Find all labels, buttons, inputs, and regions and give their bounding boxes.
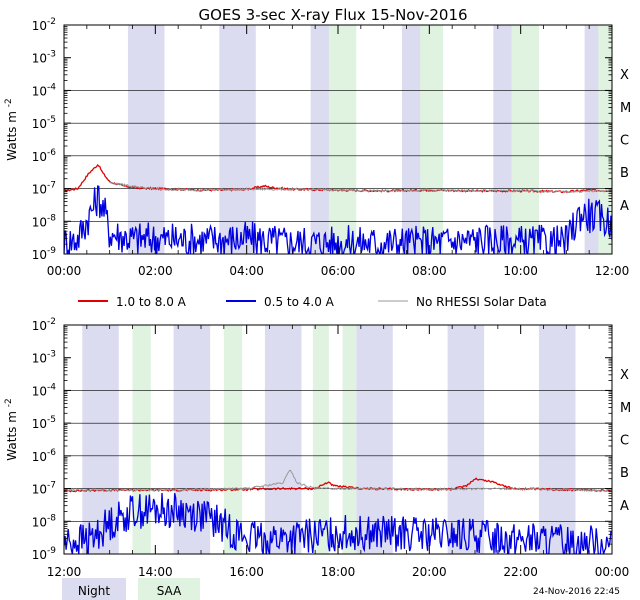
y-tick-label: 10-6 xyxy=(32,148,57,164)
y-tick-label: 10-2 xyxy=(32,317,56,333)
y-tick-label: 10-3 xyxy=(32,50,56,66)
x-tick-label: 22:00 xyxy=(503,565,538,579)
x-tick-label: 10:00 xyxy=(503,264,538,278)
flare-class-label: B xyxy=(620,166,629,181)
y-tick-label: 10-2 xyxy=(32,17,56,33)
y-axis-label: Watts m -2 xyxy=(4,98,19,160)
y-tick-label: 10-8 xyxy=(32,513,57,529)
night-band xyxy=(82,325,119,554)
saa-band xyxy=(598,25,612,254)
flare-class-label: C xyxy=(620,134,629,149)
y-axis-label: Watts m -2 xyxy=(4,398,19,460)
y-tick-label: 10-4 xyxy=(32,82,57,98)
series-line xyxy=(64,469,612,493)
y-tick-label: 10-9 xyxy=(32,246,57,262)
x-tick-label: 20:00 xyxy=(412,565,447,579)
x-tick-label: 18:00 xyxy=(321,565,356,579)
legend-label-long: 1.0 to 8.0 A xyxy=(116,295,187,309)
y-tick-label: 10-7 xyxy=(32,481,56,497)
saa-legend-label: SAA xyxy=(157,584,182,598)
x-tick-label: 12:00 xyxy=(595,264,630,278)
flare-class-label: C xyxy=(620,434,629,449)
legend-label-short: 0.5 to 4.0 A xyxy=(264,295,335,309)
saa-band xyxy=(223,325,243,554)
night-band xyxy=(127,25,165,254)
series-line xyxy=(109,181,612,194)
flare-class-label: M xyxy=(620,401,631,416)
series-line xyxy=(64,185,612,254)
x-tick-label: 14:00 xyxy=(138,565,173,579)
legend-label-no-rhessi: No RHESSI Solar Data xyxy=(416,295,547,309)
y-tick-label: 10-5 xyxy=(32,115,56,131)
x-tick-label: 06:00 xyxy=(321,264,356,278)
saa-band xyxy=(328,25,357,254)
x-tick-label: 04:00 xyxy=(229,264,264,278)
night-legend-box xyxy=(62,578,126,600)
night-band xyxy=(356,325,393,554)
x-tick-label: 00:00 xyxy=(595,565,630,579)
series-line xyxy=(64,492,612,554)
night-band xyxy=(538,325,576,554)
plot-panel-top: 10-9 10-8 10-7 10-6 10-5 10-4 10-3 10-2 00:00 02:… xyxy=(4,17,631,278)
flare-class-label: M xyxy=(620,101,631,116)
saa-band xyxy=(312,325,329,554)
night-band xyxy=(219,25,256,254)
y-tick-label: 10-3 xyxy=(32,350,56,366)
x-tick-label: 02:00 xyxy=(138,264,173,278)
saa-band xyxy=(420,25,444,254)
saa-band xyxy=(511,25,539,254)
flare-class-label: A xyxy=(620,499,629,514)
plot-panel-bottom: 10-9 10-8 10-7 10-6 10-5 10-4 10-3 10-2 12:00 14:… xyxy=(4,317,631,579)
generated-timestamp: 24-Nov-2016 22:45 xyxy=(533,587,620,597)
flare-class-label: B xyxy=(620,466,629,481)
night-band xyxy=(447,325,485,554)
y-tick-label: 10-6 xyxy=(32,448,57,464)
x-tick-label: 16:00 xyxy=(229,565,264,579)
x-tick-label: 08:00 xyxy=(412,264,447,278)
y-tick-label: 10-4 xyxy=(32,382,57,398)
saa-band xyxy=(342,325,357,554)
night-band xyxy=(264,325,302,554)
x-tick-label: 00:00 xyxy=(47,264,82,278)
night-legend-label: Night xyxy=(78,584,111,598)
y-tick-label: 10-7 xyxy=(32,181,56,197)
series-line xyxy=(64,163,612,194)
flare-class-label: X xyxy=(620,368,629,383)
y-tick-label: 10-9 xyxy=(32,546,57,562)
flare-class-label: A xyxy=(620,199,629,214)
x-tick-label: 12:00 xyxy=(47,565,82,579)
footer: Night SAA 24-Nov-2016 22:45 xyxy=(62,578,620,600)
y-tick-label: 10-8 xyxy=(32,213,57,229)
flare-class-label: X xyxy=(620,68,629,83)
y-tick-label: 10-5 xyxy=(32,415,56,431)
chart-title: GOES 3-sec X-ray Flux 15-Nov-2016 xyxy=(198,6,467,24)
legend: 1.0 to 8.0 A 0.5 to 4.0 A No RHESSI Sola… xyxy=(78,295,547,309)
saa-legend-box xyxy=(138,578,200,600)
